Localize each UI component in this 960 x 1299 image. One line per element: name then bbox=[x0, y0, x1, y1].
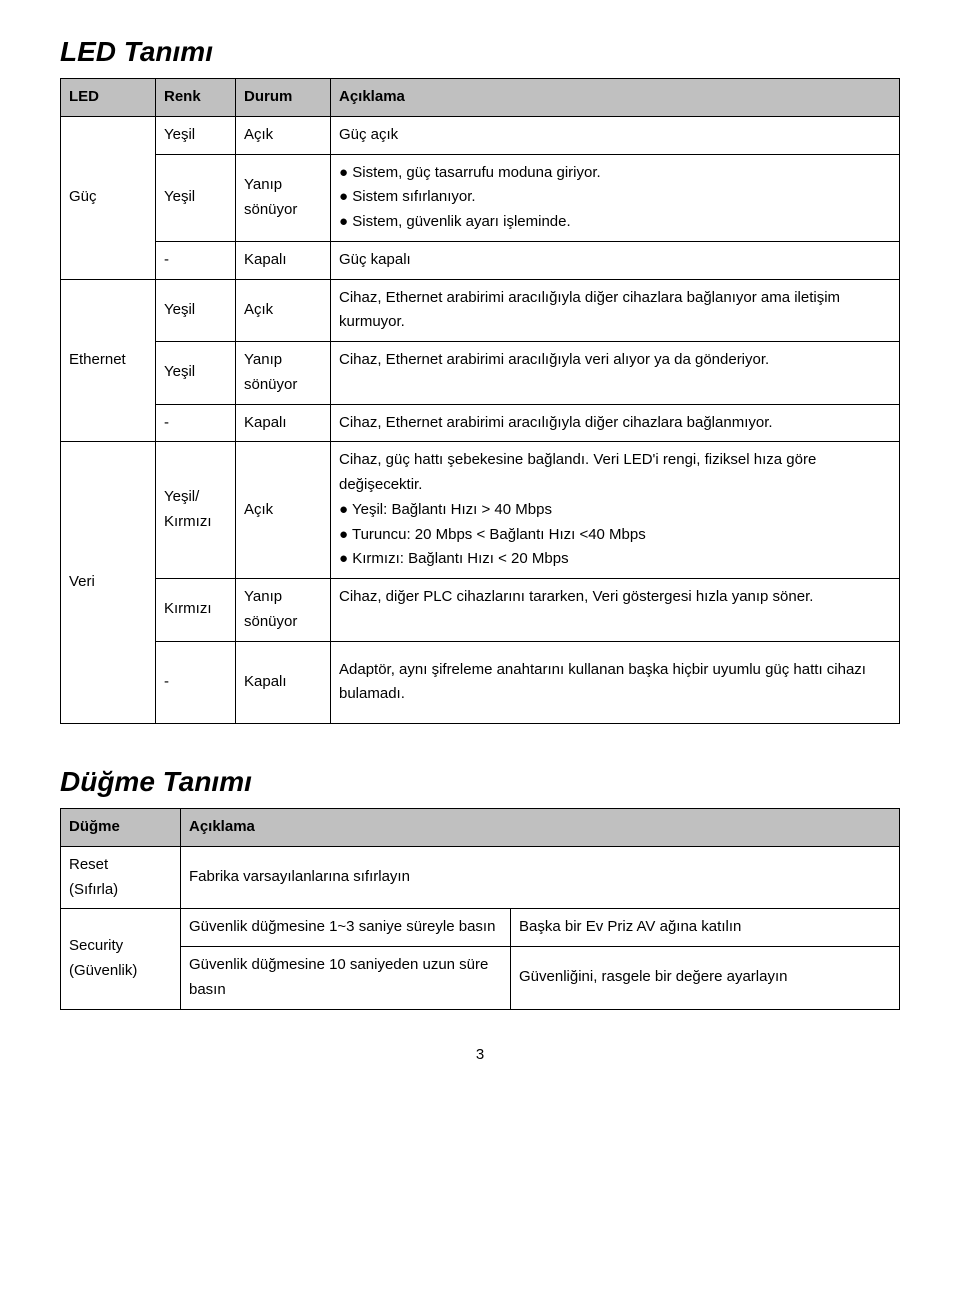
renk-line2: Kırmızı bbox=[164, 513, 212, 530]
bullet-item: Turuncu: 20 Mbps < Bağlantı Hızı <40 Mbp… bbox=[339, 523, 891, 548]
cell-durum: Açık bbox=[236, 442, 331, 579]
table-row: Güç Yeşil Açık Güç açık bbox=[61, 116, 900, 154]
table-row: - Kapalı Adaptör, aynı şifreleme anahtar… bbox=[61, 641, 900, 724]
cell-durum: Yanıp sönüyor bbox=[236, 154, 331, 241]
security-right: Güvenliğini, rasgele bir değere ayarlayı… bbox=[511, 947, 900, 1010]
durum-line2: sönüyor bbox=[244, 376, 297, 393]
bullet-item: Sistem, güvenlik ayarı işleminde. bbox=[339, 210, 891, 235]
durum-line1: Yanıp bbox=[244, 588, 282, 605]
cell-durum: Açık bbox=[236, 116, 331, 154]
cell-durum: Kapalı bbox=[236, 404, 331, 442]
page-number: 3 bbox=[60, 1046, 900, 1063]
table-row: Reset (Sıfırla) Fabrika varsayılanlarına… bbox=[61, 846, 900, 909]
cell-renk: Yeşil bbox=[156, 116, 236, 154]
table-row: Yeşil Yanıp sönüyor Sistem, güç tasarruf… bbox=[61, 154, 900, 241]
button-table: Düğme Açıklama Reset (Sıfırla) Fabrika v… bbox=[60, 808, 900, 1010]
aciklama-line: Cihaz, güç hattı şebekesine bağlandı. Ve… bbox=[339, 448, 891, 498]
table-header-row: Düğme Açıklama bbox=[61, 809, 900, 847]
cell-renk: Yeşil/ Kırmızı bbox=[156, 442, 236, 579]
name-line1: Reset bbox=[69, 856, 108, 873]
bullet-item: Sistem sıfırlanıyor. bbox=[339, 185, 891, 210]
cell-durum: Kapalı bbox=[236, 241, 331, 279]
cell-durum: Yanıp sönüyor bbox=[236, 579, 331, 642]
led-veri-label: Veri bbox=[61, 442, 156, 724]
cell-renk: Kırmızı bbox=[156, 579, 236, 642]
th-durum: Durum bbox=[236, 79, 331, 117]
renk-line1: Yeşil/ bbox=[164, 488, 199, 505]
table-row: - Kapalı Cihaz, Ethernet arabirimi aracı… bbox=[61, 404, 900, 442]
cell-durum: Kapalı bbox=[236, 641, 331, 724]
cell-renk: Yeşil bbox=[156, 154, 236, 241]
security-left: Güvenlik düğmesine 10 saniyeden uzun sür… bbox=[181, 947, 511, 1010]
cell-renk: - bbox=[156, 641, 236, 724]
security-name: Security (Güvenlik) bbox=[61, 909, 181, 1009]
cell-aciklama: Güç açık bbox=[331, 116, 900, 154]
th-led: LED bbox=[61, 79, 156, 117]
name-line2: (Sıfırla) bbox=[69, 881, 118, 898]
cell-renk: - bbox=[156, 404, 236, 442]
table-row: - Kapalı Güç kapalı bbox=[61, 241, 900, 279]
bullet-item: Kırmızı: Bağlantı Hızı < 20 Mbps bbox=[339, 547, 891, 572]
cell-aciklama: Cihaz, güç hattı şebekesine bağlandı. Ve… bbox=[331, 442, 900, 579]
th-dugme: Düğme bbox=[61, 809, 181, 847]
durum-line1: Yanıp bbox=[244, 351, 282, 368]
name-line1: Security bbox=[69, 937, 123, 954]
led-section-title: LED Tanımı bbox=[60, 36, 900, 68]
table-row: Kırmızı Yanıp sönüyor Cihaz, diğer PLC c… bbox=[61, 579, 900, 642]
button-section-title: Düğme Tanımı bbox=[60, 766, 900, 798]
cell-aciklama: Cihaz, Ethernet arabirimi aracılığıyla d… bbox=[331, 404, 900, 442]
table-row: Yeşil Yanıp sönüyor Cihaz, Ethernet arab… bbox=[61, 342, 900, 405]
table-row: Ethernet Yeşil Açık Cihaz, Ethernet arab… bbox=[61, 279, 900, 342]
table-header-row: LED Renk Durum Açıklama bbox=[61, 79, 900, 117]
cell-aciklama: Güç kapalı bbox=[331, 241, 900, 279]
table-row: Security (Güvenlik) Güvenlik düğmesine 1… bbox=[61, 909, 900, 947]
durum-line1: Yanıp bbox=[244, 176, 282, 193]
security-left: Güvenlik düğmesine 1~3 saniye süreyle ba… bbox=[181, 909, 511, 947]
led-guc-label: Güç bbox=[61, 116, 156, 279]
table-row: Veri Yeşil/ Kırmızı Açık Cihaz, güç hatt… bbox=[61, 442, 900, 579]
cell-aciklama: Cihaz, diğer PLC cihazlarını tararken, V… bbox=[331, 579, 900, 642]
cell-durum: Açık bbox=[236, 279, 331, 342]
th-aciklama: Açıklama bbox=[331, 79, 900, 117]
reset-name: Reset (Sıfırla) bbox=[61, 846, 181, 909]
security-right: Başka bir Ev Priz AV ağına katılın bbox=[511, 909, 900, 947]
durum-line2: sönüyor bbox=[244, 613, 297, 630]
cell-aciklama: Cihaz, Ethernet arabirimi aracılığıyla v… bbox=[331, 342, 900, 405]
durum-line2: sönüyor bbox=[244, 201, 297, 218]
cell-renk: Yeşil bbox=[156, 342, 236, 405]
cell-aciklama: Sistem, güç tasarrufu moduna giriyor. Si… bbox=[331, 154, 900, 241]
cell-renk: - bbox=[156, 241, 236, 279]
name-line2: (Güvenlik) bbox=[69, 962, 137, 979]
reset-desc: Fabrika varsayılanlarına sıfırlayın bbox=[181, 846, 900, 909]
cell-durum: Yanıp sönüyor bbox=[236, 342, 331, 405]
bullet-item: Sistem, güç tasarrufu moduna giriyor. bbox=[339, 161, 891, 186]
cell-renk: Yeşil bbox=[156, 279, 236, 342]
th-aciklama: Açıklama bbox=[181, 809, 900, 847]
cell-aciklama: Adaptör, aynı şifreleme anahtarını kulla… bbox=[331, 641, 900, 724]
th-renk: Renk bbox=[156, 79, 236, 117]
bullet-item: Yeşil: Bağlantı Hızı > 40 Mbps bbox=[339, 498, 891, 523]
cell-aciklama: Cihaz, Ethernet arabirimi aracılığıyla d… bbox=[331, 279, 900, 342]
led-table: LED Renk Durum Açıklama Güç Yeşil Açık G… bbox=[60, 78, 900, 724]
led-ethernet-label: Ethernet bbox=[61, 279, 156, 442]
table-row: Güvenlik düğmesine 10 saniyeden uzun sür… bbox=[61, 947, 900, 1010]
